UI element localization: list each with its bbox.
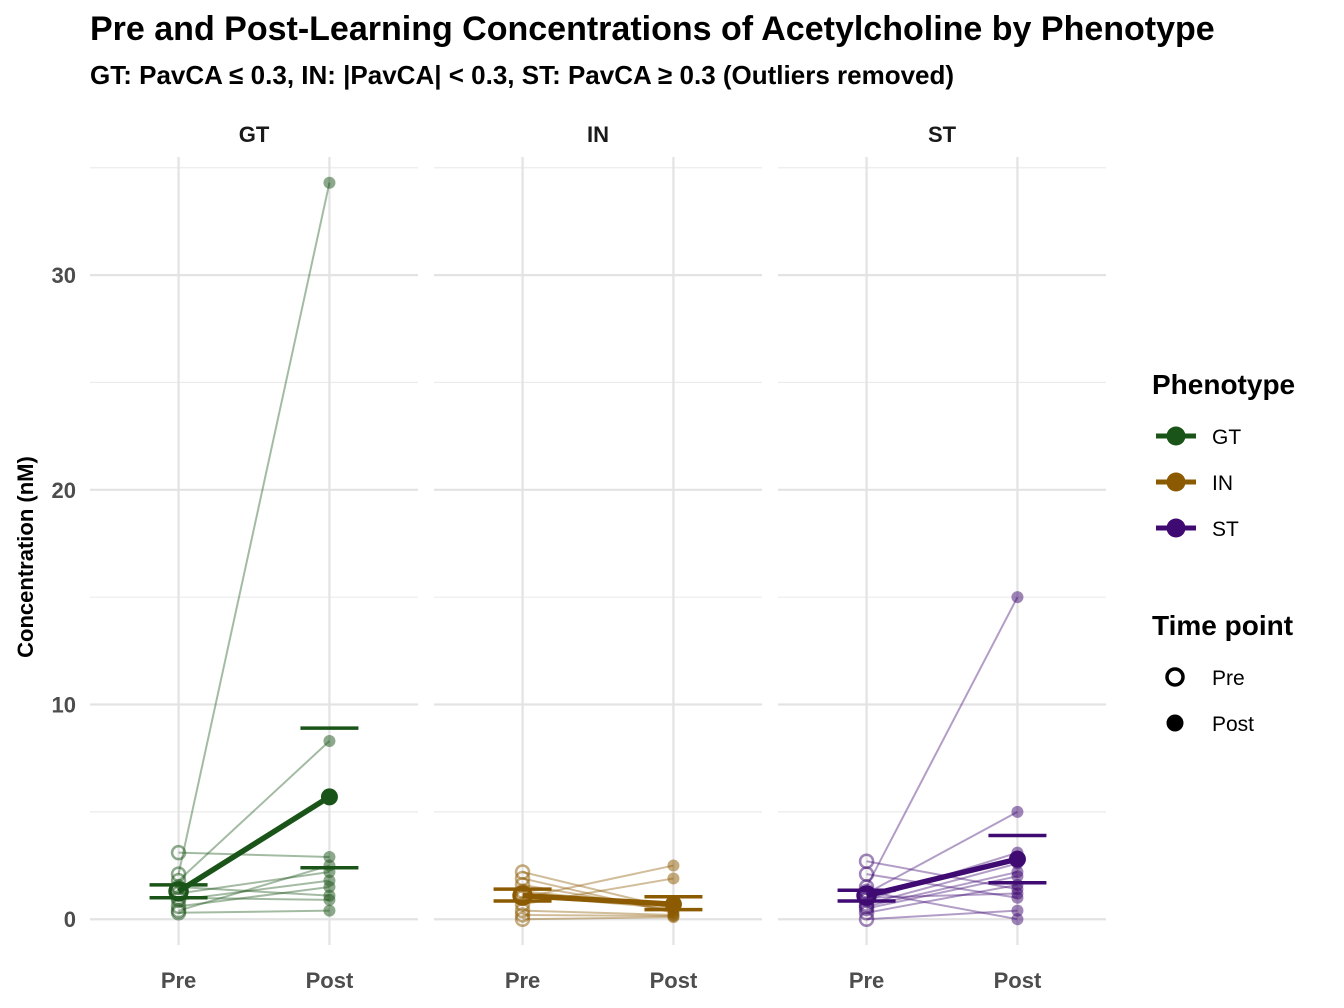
- subject-line: [178, 864, 330, 912]
- subject-line: [866, 862, 1018, 906]
- subject-line: [178, 886, 330, 897]
- subject-line: [866, 890, 1018, 921]
- subject-line: [866, 883, 1018, 914]
- y-tick-label: 30: [52, 263, 76, 288]
- subject-line: [865, 596, 1019, 888]
- subject-line: [178, 886, 330, 908]
- subject-line: [866, 873, 1018, 899]
- mean-line: [522, 892, 674, 907]
- x-tick-label: Post: [994, 968, 1042, 993]
- pre-point: [170, 905, 187, 921]
- subject-line: [866, 810, 1018, 895]
- subject-line: [177, 182, 331, 875]
- subject-line: [178, 909, 330, 914]
- subject-line: [522, 909, 674, 916]
- subject-line: [177, 740, 331, 882]
- subject-line: [522, 864, 674, 899]
- legend-key-filled-circle: [1166, 714, 1184, 732]
- post-point: [667, 872, 680, 885]
- legend-item-pre: Pre: [1212, 667, 1245, 690]
- mean-line: [177, 794, 331, 894]
- mean-post-point: [320, 788, 338, 806]
- subject-line: [522, 913, 674, 918]
- post-point: [323, 904, 336, 917]
- x-tick-label: Pre: [505, 968, 540, 993]
- legend-title-timepoint: Time point: [1152, 610, 1293, 641]
- panel-gt: GT Pre Post: [90, 122, 418, 993]
- mean-pre-point: [168, 881, 189, 902]
- panel-st: ST Pre Post: [778, 122, 1106, 993]
- facet-label-gt: GT: [239, 122, 270, 147]
- post-point: [323, 176, 336, 189]
- subject-line: [178, 851, 330, 858]
- post-point: [667, 859, 680, 872]
- x-tick-label: Post: [306, 968, 354, 993]
- chart-title: Pre and Post-Learning Concentrations of …: [90, 10, 1215, 48]
- facet-panels: GT Pre Post IN Pre Post ST Pre Post: [90, 122, 1106, 993]
- post-point: [323, 881, 336, 894]
- pre-point: [858, 905, 875, 921]
- y-axis-label: Concentration (nM): [13, 456, 38, 658]
- y-tick-label: 0: [64, 907, 76, 932]
- subject-line: [178, 871, 330, 895]
- x-tick-label: Pre: [161, 968, 196, 993]
- subject-line: [522, 916, 674, 921]
- post-point: [1011, 913, 1024, 926]
- mean-pre-point: [512, 885, 533, 906]
- subject-line: [866, 909, 1018, 921]
- legend-item-post: Post: [1212, 713, 1254, 736]
- post-point: [1011, 887, 1024, 900]
- pre-point: [514, 907, 531, 923]
- pre-point: [170, 844, 187, 861]
- chart-subtitle: GT: PavCA ≤ 0.3, IN: |PavCA| < 0.3, ST: …: [90, 60, 955, 90]
- legend-key-point: [1166, 518, 1186, 538]
- post-point: [667, 910, 680, 923]
- subject-line: [522, 877, 674, 914]
- post-point: [1011, 904, 1024, 917]
- mean-post-point: [1008, 850, 1026, 868]
- x-tick-label: Post: [650, 968, 698, 993]
- post-point: [1011, 805, 1024, 818]
- post-point: [323, 735, 336, 748]
- legend-item-gt: GT: [1212, 426, 1241, 449]
- pre-point: [514, 911, 531, 927]
- facet-label-st: ST: [928, 122, 957, 147]
- legend-item-in: IN: [1212, 472, 1233, 495]
- y-tick-label: 10: [52, 693, 76, 718]
- panel-in: IN Pre Post: [434, 122, 762, 993]
- y-axis: 0 10 20 30: [52, 263, 76, 932]
- facet-label-in: IN: [587, 122, 609, 147]
- subject-line: [866, 892, 1018, 899]
- mean-pre-point: [856, 885, 877, 906]
- legend-key-point: [1166, 472, 1186, 492]
- x-tick-label: Pre: [849, 968, 884, 993]
- legend-key-open-circle: [1165, 667, 1185, 687]
- post-point: [1011, 865, 1024, 878]
- post-point: [1011, 591, 1024, 604]
- mean-post-point: [664, 895, 682, 913]
- mean-line: [865, 856, 1019, 899]
- post-point: [323, 850, 336, 863]
- y-tick-label: 20: [52, 478, 76, 503]
- legend-title-phenotype: Phenotype: [1152, 369, 1295, 400]
- legend-item-st: ST: [1212, 518, 1239, 541]
- post-point: [323, 893, 336, 906]
- legend-key-point: [1166, 426, 1186, 446]
- legend: Phenotype GT IN ST Time point Pre Post: [1152, 369, 1295, 736]
